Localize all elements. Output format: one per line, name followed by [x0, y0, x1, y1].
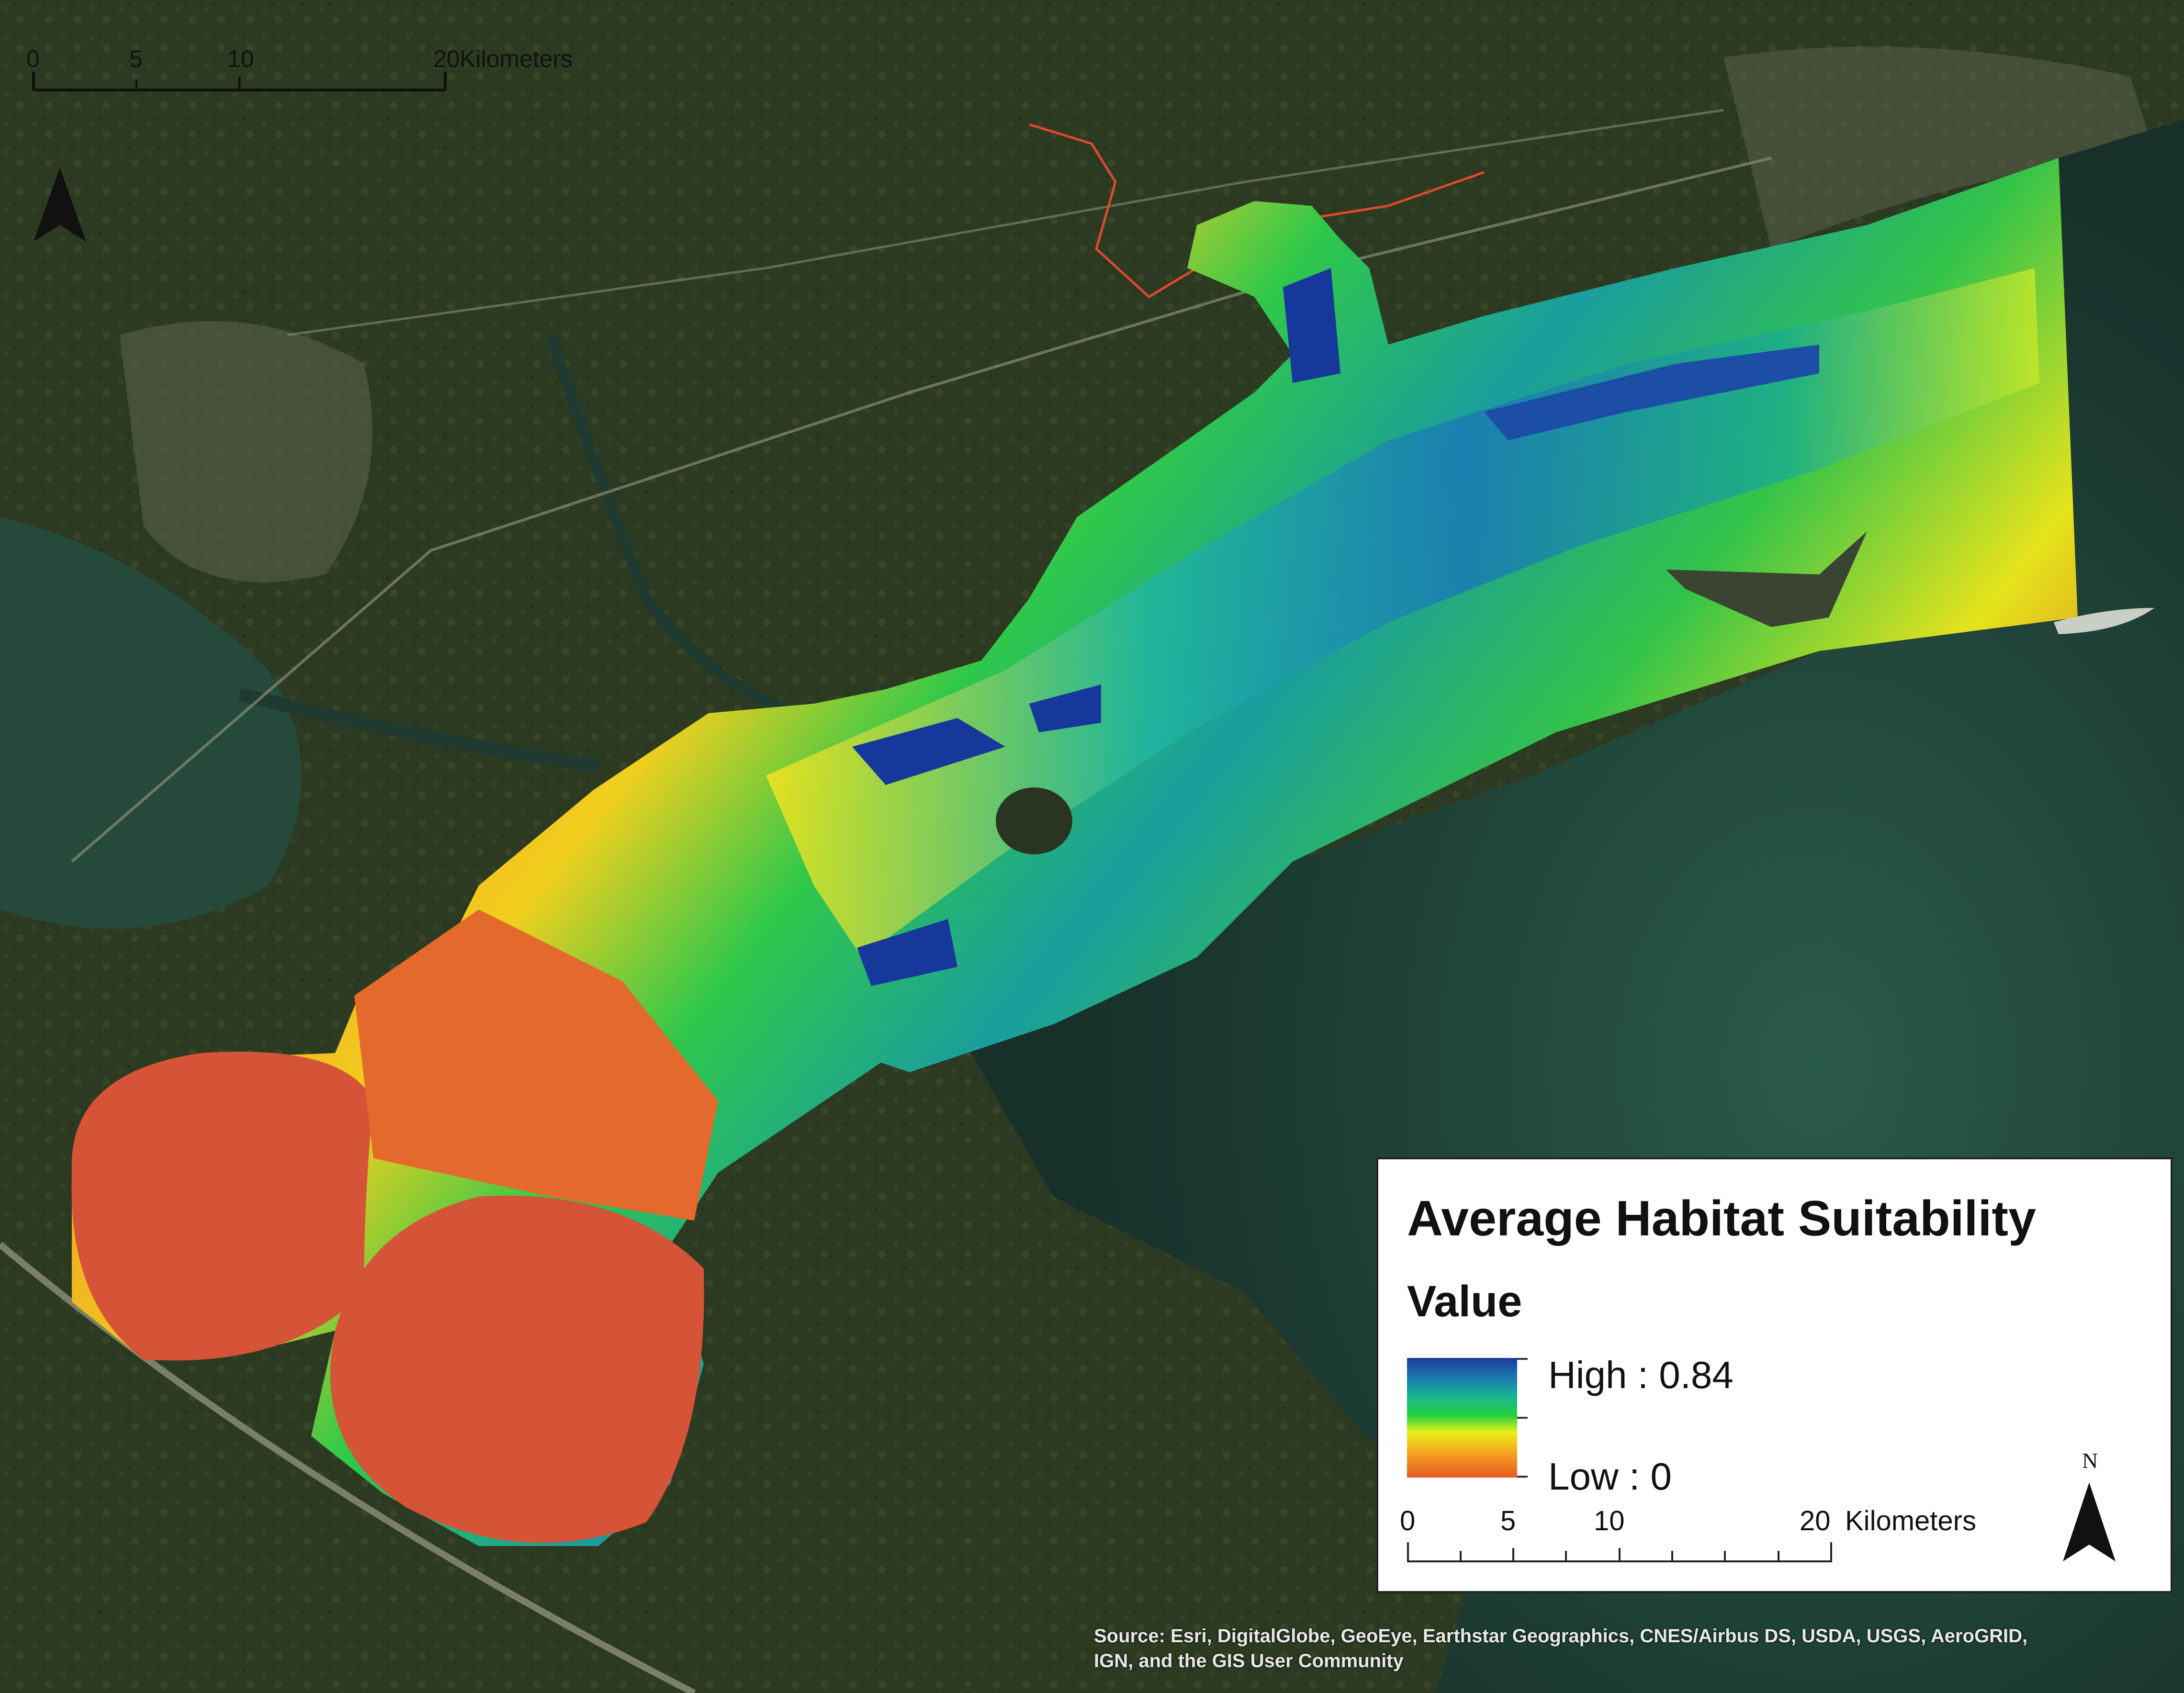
highest-suitability-patch: [1283, 268, 1340, 383]
high-suitability-band: [766, 268, 2039, 957]
scale-tick: [1778, 1551, 1779, 1562]
attribution-line: Source: Esri, DigitalGlobe, GeoEye, Eart…: [1094, 1626, 2028, 1647]
highest-suitability-patch: [1484, 345, 1819, 440]
top-scale-label: 10: [227, 45, 254, 72]
north-label: N: [2082, 1448, 2098, 1473]
scale-label: 0: [1400, 1505, 1416, 1536]
western-lake: [0, 517, 302, 929]
scale-label: 5: [1500, 1505, 1516, 1536]
urban-area-east: [1723, 46, 2154, 249]
river-channel-west: [237, 687, 599, 773]
highest-suitability-patch: [852, 718, 1005, 785]
road-north: [287, 109, 1724, 336]
color-ramp: [1407, 1358, 1517, 1478]
sand-bar: [2054, 608, 2154, 634]
top-scale-label: 20: [433, 45, 460, 72]
highest-suitability-patch: [857, 919, 957, 986]
scale-label: 10: [1594, 1505, 1625, 1536]
top-scale-unit: Kilometers: [460, 45, 573, 72]
north-arrow-icon: [2063, 1482, 2116, 1561]
road: [71, 157, 1772, 863]
scale-tick: [1724, 1551, 1726, 1562]
highest-suitability-patch: [1029, 684, 1101, 732]
low-suitability-neck: [354, 909, 718, 1221]
barrier-spit: [1666, 531, 1867, 627]
red-boundary-line: [1029, 123, 1485, 299]
legend-north-arrow: N: [2063, 1448, 2116, 1561]
scale-tick: [1565, 1551, 1567, 1562]
attribution-line: IGN, and the GIS User Community: [1094, 1650, 1404, 1671]
scale-tick: [1407, 1542, 1409, 1562]
scale-tick: [1460, 1551, 1462, 1562]
top-scale-label: 0: [26, 45, 40, 72]
legend-title: Average Habitat Suitability: [1407, 1191, 2036, 1246]
ramp-tick: [1517, 1476, 1528, 1478]
island: [996, 787, 1072, 854]
scale-label: 20: [1800, 1505, 1831, 1536]
legend-high-label: High : 0.84: [1548, 1354, 1734, 1396]
low-suitability-lobe-west: [71, 1052, 374, 1361]
top-scale-bar: 0 5 10 20 Kilometers: [26, 45, 573, 91]
map-legend: Average Habitat Suitability Value High :…: [1376, 1157, 2173, 1593]
map-attribution: Source: Esri, DigitalGlobe, GeoEye, Eart…: [1094, 1624, 2176, 1673]
legend-low-label: Low : 0: [1548, 1455, 1672, 1498]
north-arrow-icon: [34, 168, 86, 242]
canal: [0, 1242, 696, 1693]
top-scale-label: 5: [129, 45, 143, 72]
legend-field-name: Value: [1407, 1277, 1522, 1326]
scale-tick: [1512, 1548, 1514, 1562]
ramp-tick: [1517, 1358, 1528, 1360]
river-channel: [545, 333, 815, 723]
urban-area: [120, 321, 372, 583]
scale-unit: Kilometers: [1845, 1505, 1976, 1536]
ramp-tick: [1517, 1417, 1528, 1419]
scale-tick: [1830, 1542, 1832, 1562]
scale-tick: [1619, 1548, 1621, 1562]
scale-tick: [1671, 1551, 1673, 1562]
low-suitability-lobe-south: [330, 1195, 704, 1543]
